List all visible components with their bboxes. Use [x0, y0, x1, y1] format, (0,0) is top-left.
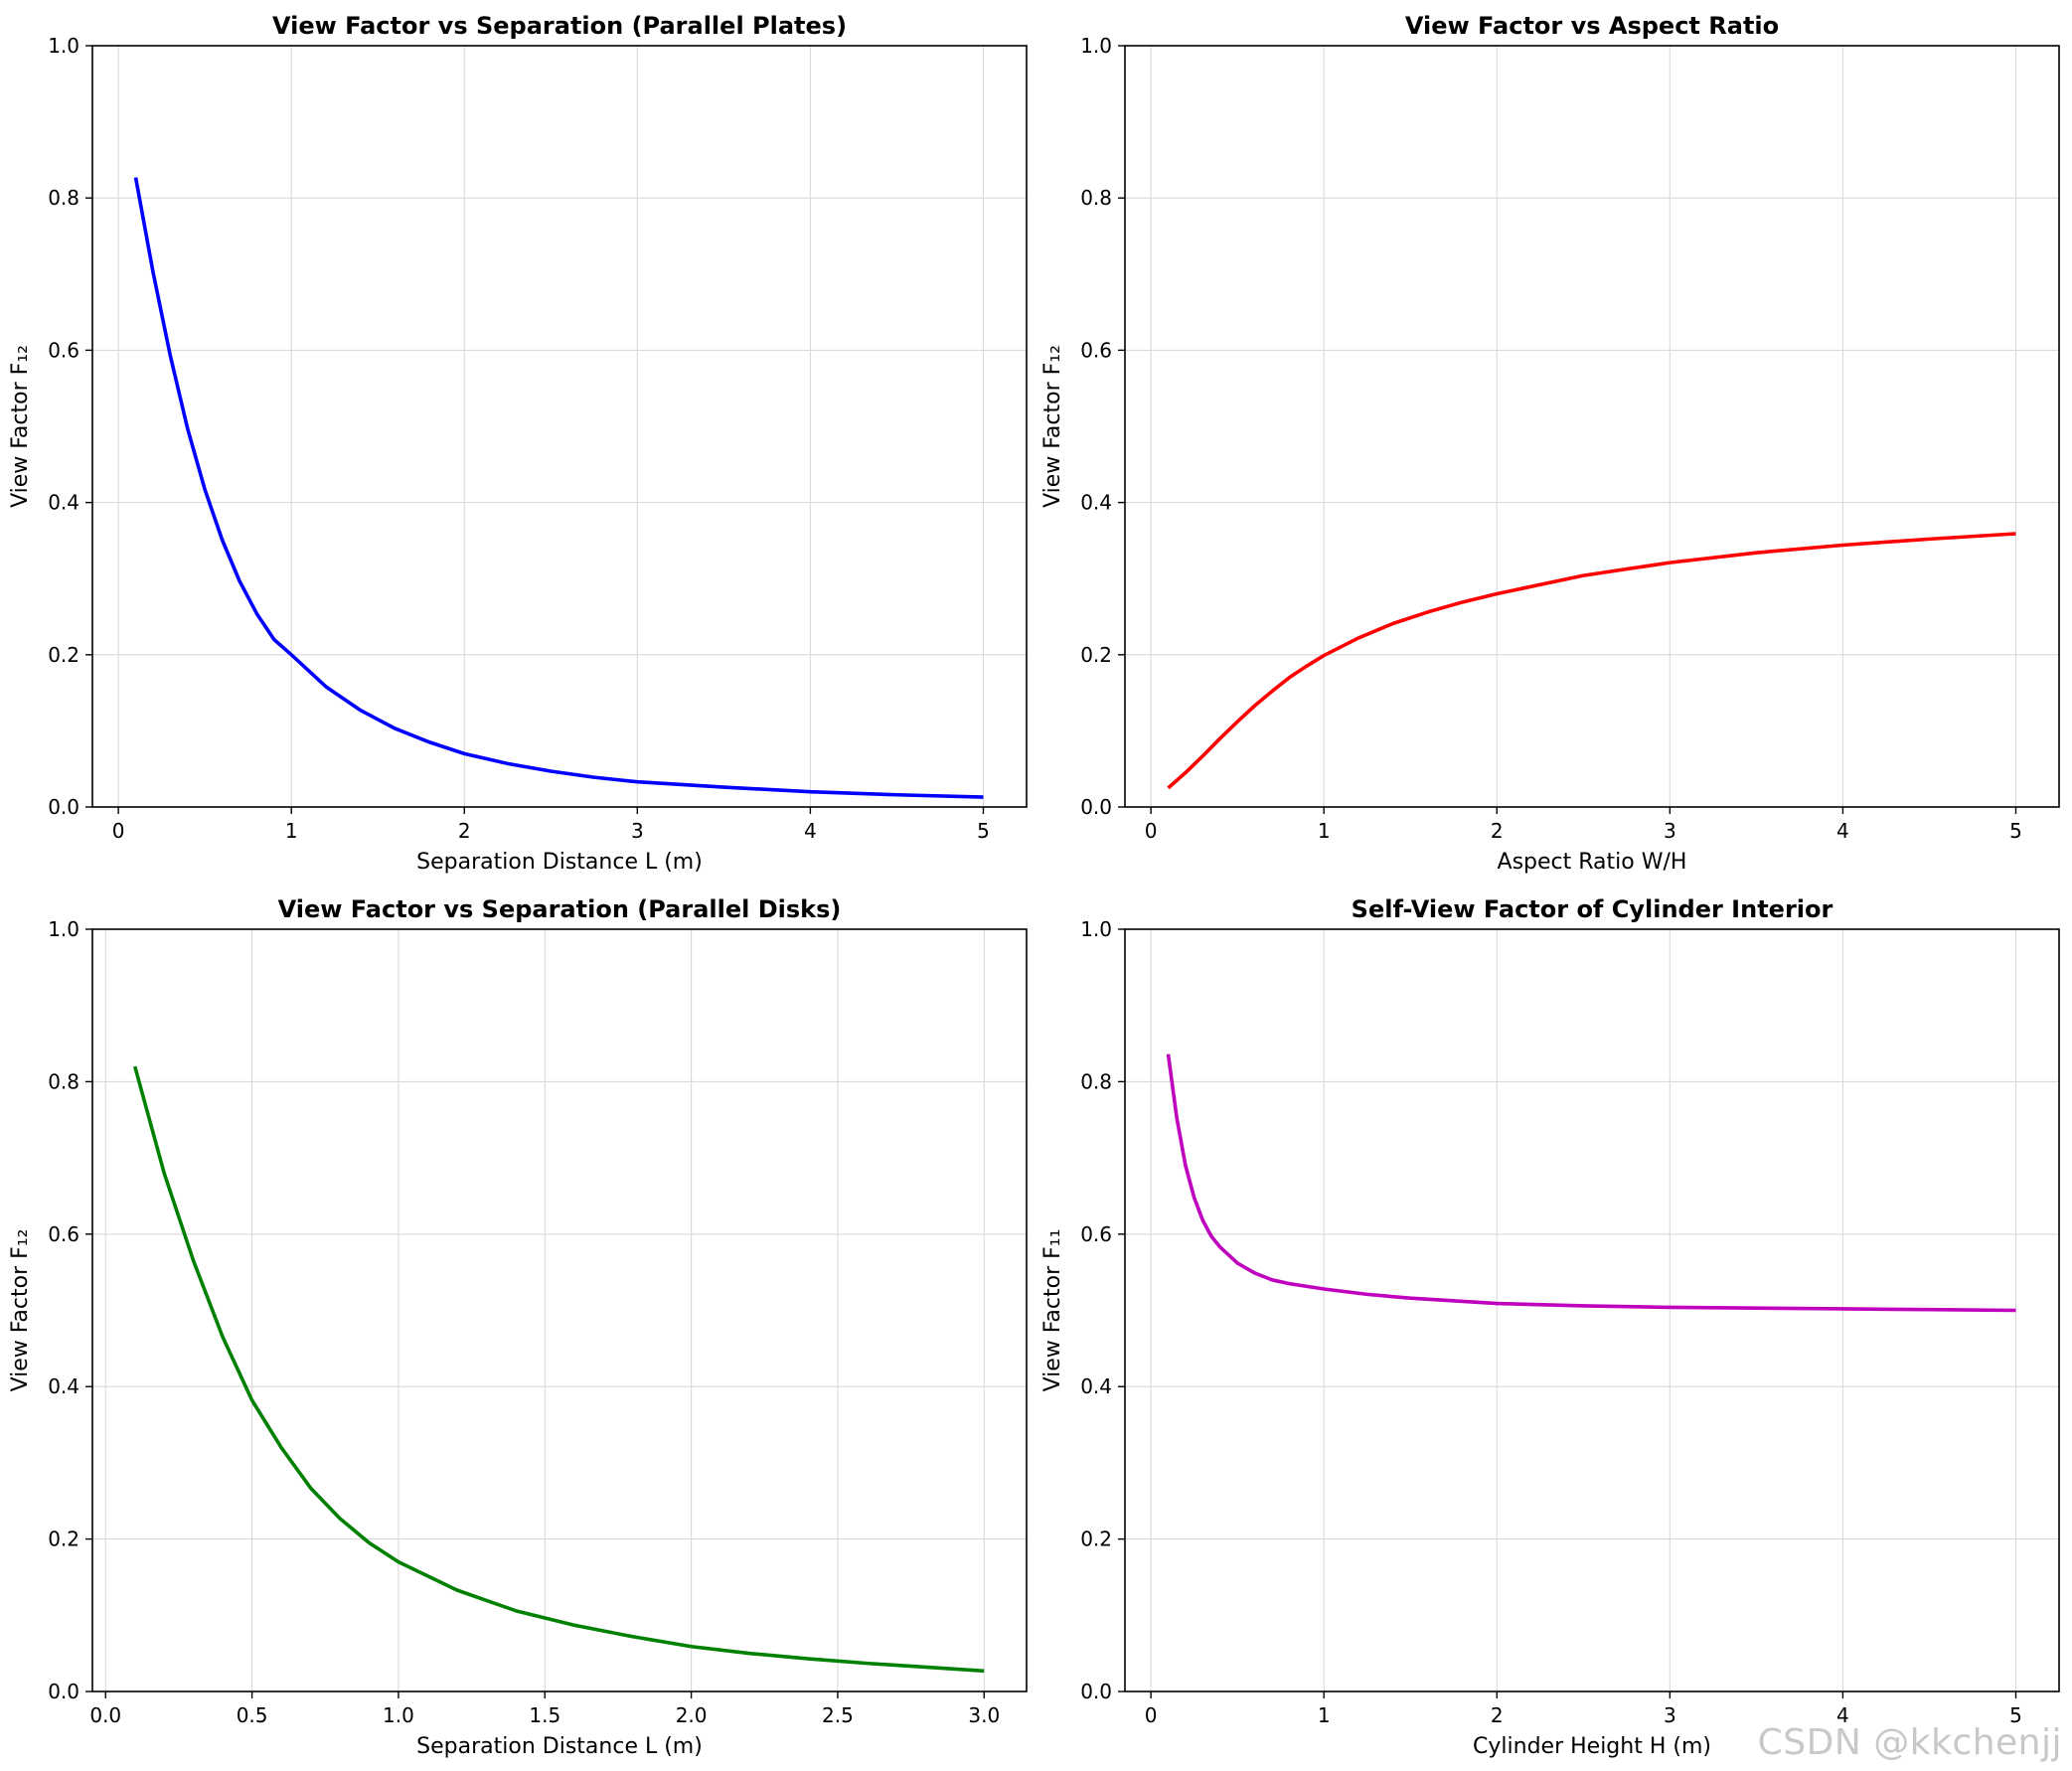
x-tick-label: 3	[631, 819, 644, 843]
y-tick-label: 0.8	[1080, 186, 1112, 210]
y-tick-label: 0.4	[48, 491, 80, 515]
y-tick-label: 0.2	[1080, 1528, 1112, 1551]
series-line	[1166, 1053, 2016, 1313]
x-tick-label: 2	[1491, 819, 1504, 843]
y-tick-label: 0.4	[48, 1374, 80, 1398]
y-tick-label: 0.6	[48, 338, 80, 362]
chart-title: Self-View Factor of Cylinder Interior	[1352, 895, 1833, 923]
chart-title: View Factor vs Aspect Ratio	[1405, 12, 1779, 40]
x-axis-label: Separation Distance L (m)	[416, 850, 703, 875]
y-tick-label: 0.0	[48, 1680, 80, 1703]
y-tick-label: 0.6	[1080, 1222, 1112, 1246]
x-tick-label: 2	[458, 819, 471, 843]
x-axis-label: Aspect Ratio W/H	[1498, 850, 1687, 875]
watermark: CSDN @kkchenjj	[1757, 1722, 2062, 1763]
series-line	[132, 1065, 985, 1674]
y-tick-label: 1.0	[48, 917, 80, 941]
y-axis-label: View Factor F₁₂	[1040, 345, 1065, 508]
series-line	[133, 177, 984, 799]
x-axis-label: Cylinder Height H (m)	[1473, 1734, 1711, 1759]
x-tick-label: 3.0	[968, 1703, 1000, 1727]
y-tick-label: 0.8	[48, 1069, 80, 1093]
y-tick-label: 0.0	[1080, 795, 1112, 819]
y-tick-label: 0.0	[1080, 1680, 1112, 1703]
y-tick-label: 0.4	[1080, 491, 1112, 515]
x-axis-label: Separation Distance L (m)	[416, 1734, 703, 1759]
chart-panel-3: 0.0 0.5 1.0 1.5 2.0 2.5 3.0 0.0 0.2 0.4 0.6 0.8 1.0 V…	[8, 895, 1028, 1759]
y-tick-label: 1.0	[1080, 917, 1112, 941]
chart-title: View Factor vs Separation (Parallel Disk…	[278, 895, 842, 923]
y-tick-label: 1.0	[48, 34, 80, 58]
x-tick-label: 5	[2009, 1703, 2022, 1727]
chart-panel-4: 0 1 2 3 4 5 0.0 0.2 0.4 0.6 0.8 1.0 Self-View Factor…	[1040, 895, 2060, 1759]
axes-frame	[1124, 928, 2060, 1692]
y-tick-label: 0.6	[1080, 338, 1112, 362]
x-tick-label: 3	[1664, 819, 1676, 843]
x-tick-label: 3	[1664, 1703, 1676, 1727]
chart-title: View Factor vs Separation (Parallel Plat…	[272, 12, 847, 40]
x-tick-label: 1	[1318, 1703, 1331, 1727]
x-tick-label: 0	[112, 819, 125, 843]
x-tick-label: 0	[1145, 819, 1158, 843]
y-tick-label: 0.0	[48, 795, 80, 819]
axes-frame	[91, 45, 1028, 808]
x-tick-label: 4	[1836, 1703, 1849, 1727]
x-tick-label: 2.0	[676, 1703, 708, 1727]
x-tick-label: 2.5	[822, 1703, 854, 1727]
x-tick-label: 4	[804, 819, 817, 843]
x-tick-label: 5	[2009, 819, 2022, 843]
axes-frame	[91, 928, 1028, 1692]
chart-panel-1: 0 1 2 3 4 5 0.0 0.2 0.4 0.6 0.8 1.0 View Factor vs S…	[8, 12, 1028, 875]
axes-frame	[1124, 45, 2060, 808]
x-tick-label: 0.5	[237, 1703, 268, 1727]
y-tick-label: 0.6	[48, 1222, 80, 1246]
chart-panel-2: 0 1 2 3 4 5 0.0 0.2 0.4 0.6 0.8 1.0 View Factor vs A…	[1040, 12, 2060, 875]
y-tick-label: 0.2	[1080, 643, 1112, 667]
y-tick-label: 0.8	[48, 186, 80, 210]
x-tick-label: 5	[977, 819, 990, 843]
series-line	[1167, 532, 2016, 790]
x-tick-label: 1	[1318, 819, 1331, 843]
y-axis-label: View Factor F₁₁	[1040, 1229, 1065, 1392]
x-tick-label: 0	[1145, 1703, 1158, 1727]
x-tick-label: 4	[1836, 819, 1849, 843]
x-tick-label: 1	[285, 819, 298, 843]
y-axis-label: View Factor F₁₂	[8, 1229, 33, 1392]
y-tick-label: 0.4	[1080, 1374, 1112, 1398]
x-tick-label: 2	[1491, 1703, 1504, 1727]
y-tick-label: 1.0	[1080, 34, 1112, 58]
y-tick-label: 0.2	[48, 643, 80, 667]
x-tick-label: 1.0	[383, 1703, 414, 1727]
y-tick-label: 0.2	[48, 1528, 80, 1551]
y-tick-label: 0.8	[1080, 1069, 1112, 1093]
y-axis-label: View Factor F₁₂	[8, 345, 33, 508]
x-tick-label: 0.0	[89, 1703, 121, 1727]
x-tick-label: 1.5	[529, 1703, 560, 1727]
